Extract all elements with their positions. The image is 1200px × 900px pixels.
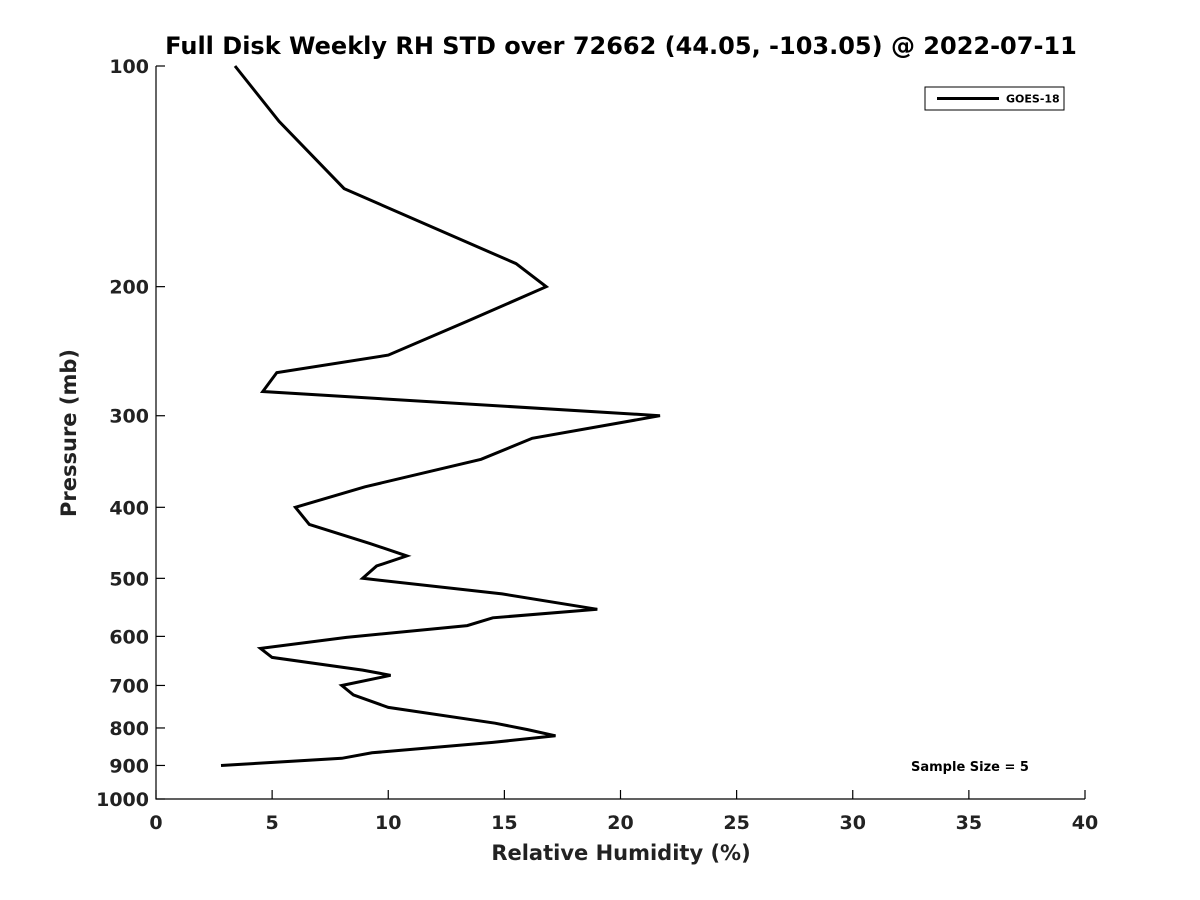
plot-axes-frame — [155, 66, 1085, 800]
legend: GOES-18 — [924, 86, 1065, 111]
y-tick-label-200: 200 — [109, 277, 149, 299]
chart-title: Full Disk Weekly RH STD over 72662 (44.0… — [165, 32, 1077, 60]
x-tick-label-10: 10 — [375, 812, 401, 834]
y-tick-label-800: 800 — [109, 718, 149, 740]
x-tick-label-30: 30 — [840, 812, 866, 834]
x-tick-label-40: 40 — [1072, 812, 1098, 834]
y-tick-label-900: 900 — [109, 755, 149, 777]
y-tick-label-500: 500 — [109, 568, 149, 590]
y-axis-label: Pressure (mb) — [57, 349, 81, 517]
x-tick-label-35: 35 — [956, 812, 982, 834]
y-axis-ticks: 100 200 300 400 500 600 700 800 900 1000 — [96, 56, 165, 811]
x-tick-label-5: 5 — [266, 812, 279, 834]
y-tick-label-400: 400 — [109, 497, 149, 519]
legend-label-goes-18: GOES-18 — [1006, 93, 1060, 106]
y-tick-label-600: 600 — [109, 626, 149, 648]
x-tick-label-25: 25 — [723, 812, 749, 834]
series-line-goes-18 — [220, 65, 661, 767]
y-tick-label-100: 100 — [109, 56, 149, 78]
y-tick-label-700: 700 — [109, 675, 149, 697]
x-axis-label: Relative Humidity (%) — [491, 841, 750, 865]
sample-size-annotation: Sample Size = 5 — [911, 760, 1029, 775]
x-tick-label-0: 0 — [149, 812, 162, 834]
y-tick-label-1000: 1000 — [96, 789, 149, 811]
x-axis-ticks: 0 5 10 15 20 25 30 35 40 — [149, 790, 1098, 834]
x-tick-label-15: 15 — [491, 812, 517, 834]
x-tick-label-20: 20 — [607, 812, 633, 834]
plot-area: 0 5 10 15 20 25 30 35 40 100 200 300 400 500 600 700 80… — [96, 56, 1098, 834]
y-tick-label-300: 300 — [109, 406, 149, 428]
